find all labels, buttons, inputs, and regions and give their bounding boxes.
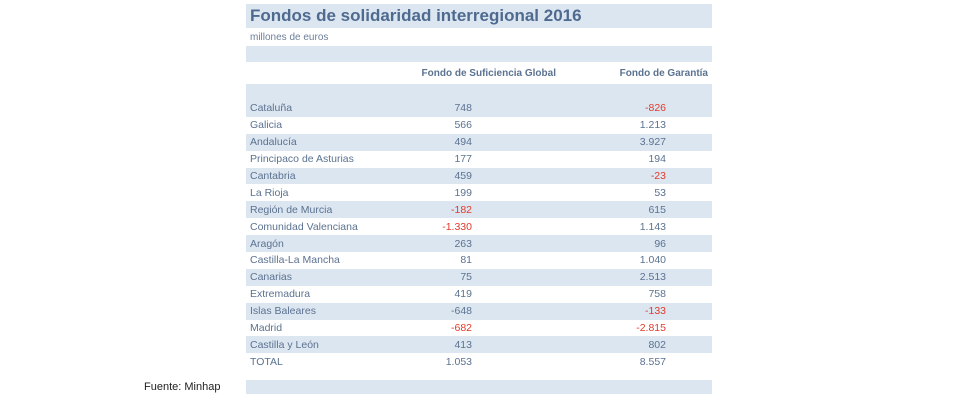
table-row: Castilla-La Mancha 81 1.040 bbox=[246, 252, 712, 269]
row-region-name: Islas Baleares bbox=[250, 305, 316, 318]
table-row: Cataluña 748 -826 bbox=[246, 100, 712, 117]
row-fg-value: 1.040 bbox=[639, 254, 666, 267]
row-fsg-value: 748 bbox=[454, 102, 472, 115]
row-fsg-value: 459 bbox=[454, 170, 472, 182]
row-region-name: Castilla-La Mancha bbox=[250, 254, 340, 267]
page-subtitle: millones de euros bbox=[250, 32, 329, 43]
table-row: TOTAL 1.053 8.557 bbox=[246, 353, 712, 371]
row-fsg-value: -182 bbox=[450, 203, 472, 216]
spacer-band bbox=[246, 46, 712, 62]
row-fg-value: 53 bbox=[654, 186, 666, 199]
row-fsg-value: 494 bbox=[454, 136, 472, 149]
row-region-name: Castilla y León bbox=[250, 338, 319, 351]
row-fsg-value: -648 bbox=[450, 305, 472, 318]
table-row: Principaco de Asturias 177 194 bbox=[246, 150, 712, 168]
row-region-name: Canarias bbox=[250, 271, 293, 284]
row-region-name: Principaco de Asturias bbox=[250, 153, 354, 166]
row-region-name: Cantabria bbox=[250, 170, 296, 182]
row-region-name: Región de Murcia bbox=[250, 203, 333, 216]
row-fsg-value: 1.053 bbox=[445, 355, 472, 368]
row-fg-value: 1.143 bbox=[639, 220, 666, 233]
row-fg-value: -826 bbox=[644, 102, 666, 115]
row-fg-value: 3.927 bbox=[639, 136, 666, 149]
row-fg-value: 8.557 bbox=[639, 355, 666, 368]
data-table: Cataluña 748 -826 Galicia 566 1.213 Andalucía 4… bbox=[246, 100, 712, 371]
row-fsg-value: 199 bbox=[454, 186, 472, 199]
row-region-name: Cataluña bbox=[250, 102, 293, 115]
table-row: Andalucía 494 3.927 bbox=[246, 133, 712, 151]
row-fg-value: 1.213 bbox=[639, 119, 666, 132]
table-row: Aragón 263 96 bbox=[246, 235, 712, 253]
table-row: Región de Murcia -182 615 bbox=[246, 201, 712, 219]
table-row: Canarias 75 2.513 bbox=[246, 268, 712, 286]
row-region-name: Comunidad Valenciana bbox=[250, 220, 358, 233]
column-header-row: Fondo de Suficiencia Global Fondo de Gar… bbox=[246, 62, 712, 84]
table-row: Comunidad Valenciana -1.330 1.143 bbox=[246, 218, 712, 236]
table-row: Cantabria 459 -23 bbox=[246, 167, 712, 185]
table-row: Castilla y León 413 802 bbox=[246, 336, 712, 354]
spacer-band bbox=[246, 84, 712, 100]
row-region-name: Galicia bbox=[250, 119, 283, 132]
row-fg-value: 615 bbox=[648, 203, 666, 216]
table-frame: Fondos de solidaridad interregional 2016… bbox=[246, 4, 712, 371]
row-fsg-value: 263 bbox=[454, 237, 472, 250]
row-fg-value: -2.815 bbox=[636, 322, 666, 335]
table-row: Madrid -682 -2.815 bbox=[246, 319, 712, 337]
row-fg-value: -133 bbox=[644, 305, 666, 318]
page-title: Fondos de solidaridad interregional 2016 bbox=[246, 4, 712, 28]
row-region-name: Madrid bbox=[250, 322, 283, 335]
row-fsg-value: -682 bbox=[450, 322, 472, 335]
row-fsg-value: 413 bbox=[454, 338, 472, 351]
row-fg-value: 2.513 bbox=[639, 271, 666, 284]
row-region-name: Andalucía bbox=[250, 136, 297, 149]
row-region-name: La Rioja bbox=[250, 186, 289, 199]
row-fsg-value: -1.330 bbox=[442, 220, 472, 233]
row-fsg-value: 81 bbox=[460, 254, 472, 267]
table-row: Galicia 566 1.213 bbox=[246, 116, 712, 134]
table-row: Extremadura 419 758 bbox=[246, 285, 712, 303]
table-row: Islas Baleares -648 -133 bbox=[246, 302, 712, 320]
column-header-fsg: Fondo de Suficiencia Global bbox=[421, 67, 556, 79]
row-fg-value: 194 bbox=[648, 153, 666, 166]
row-fsg-value: 75 bbox=[460, 271, 472, 284]
bottom-band bbox=[246, 380, 712, 394]
row-fg-value: 96 bbox=[654, 237, 666, 250]
source-note: Fuente: Minhap bbox=[144, 381, 221, 393]
row-region-name: Extremadura bbox=[250, 288, 311, 301]
table-row: La Rioja 199 53 bbox=[246, 184, 712, 202]
row-fg-value: -23 bbox=[650, 170, 666, 182]
row-fsg-value: 177 bbox=[454, 153, 472, 166]
row-fg-value: 802 bbox=[648, 338, 666, 351]
row-region-name: Aragón bbox=[250, 237, 284, 250]
row-region-name: TOTAL bbox=[250, 355, 283, 368]
row-fsg-value: 419 bbox=[454, 288, 472, 301]
column-header-fg: Fondo de Garantía bbox=[619, 67, 708, 79]
row-fsg-value: 566 bbox=[454, 119, 472, 132]
row-fg-value: 758 bbox=[648, 288, 666, 301]
